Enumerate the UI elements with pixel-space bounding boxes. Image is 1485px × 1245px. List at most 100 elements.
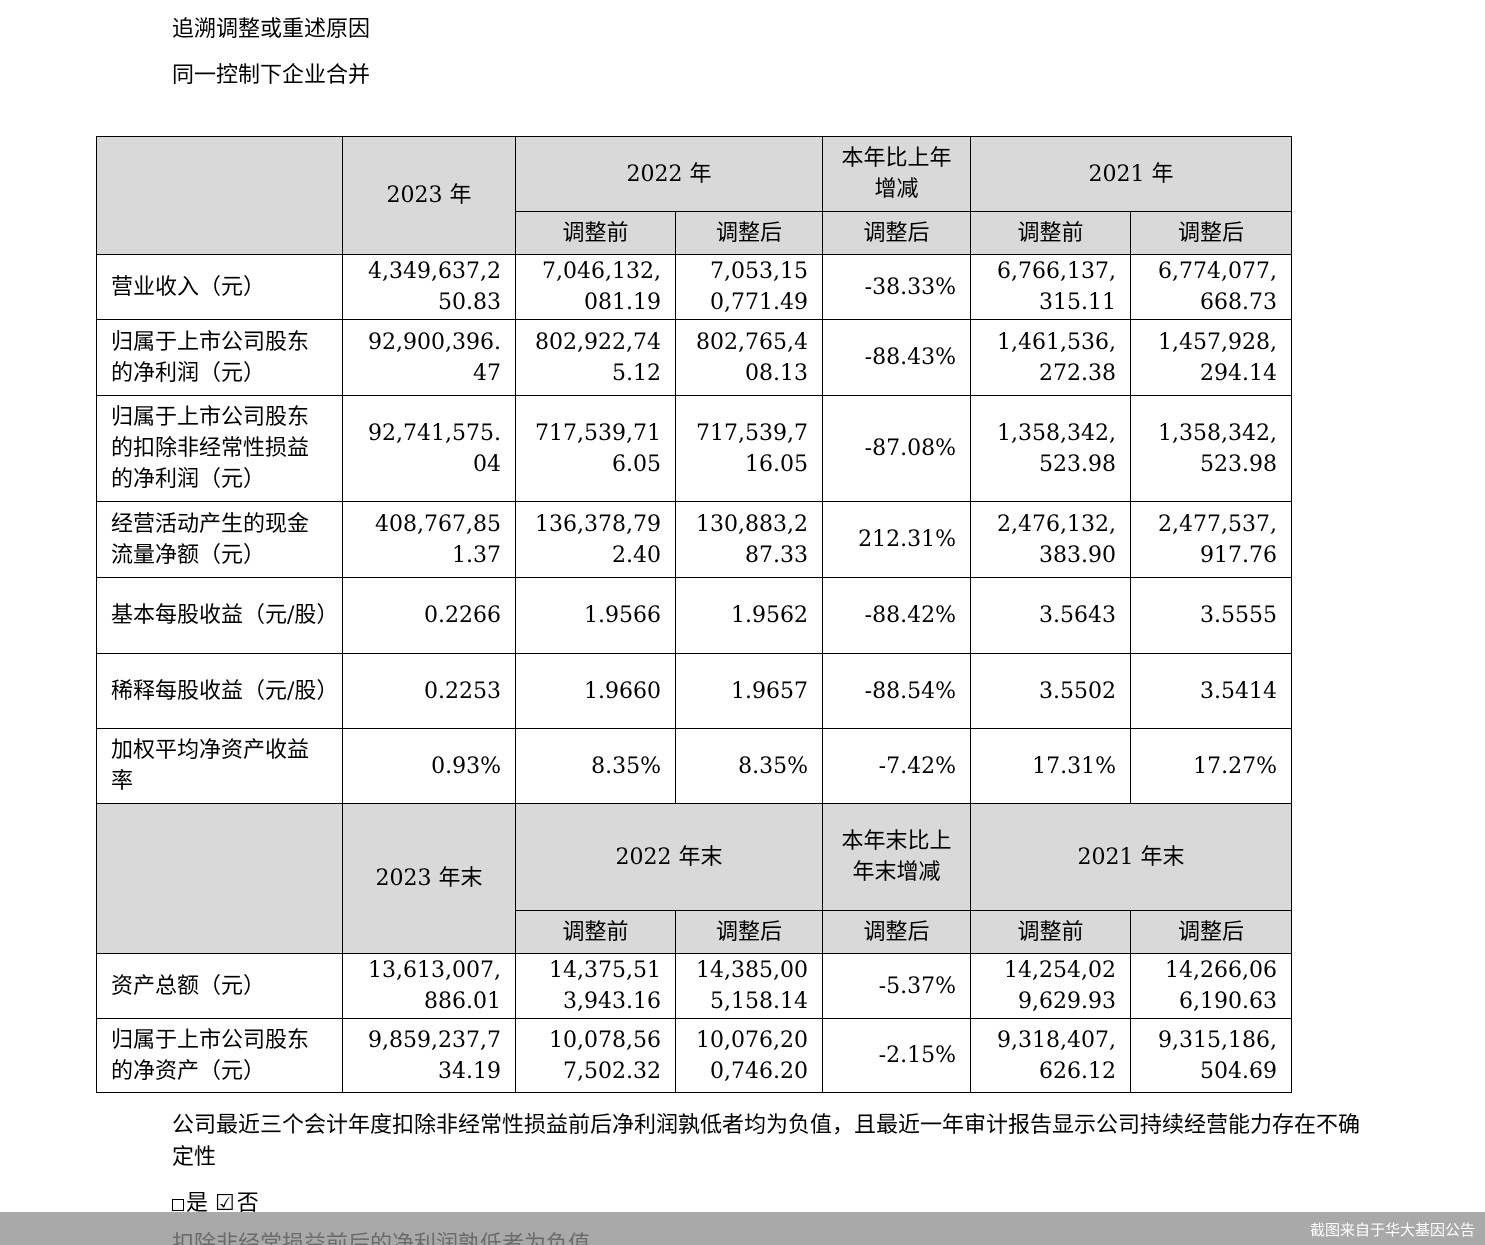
- cell-2021-after: 6,774,077,668.73: [1130, 254, 1292, 320]
- row-label: 经营活动产生的现金流量净额（元）: [96, 501, 343, 578]
- table-row: 稀释每股收益（元/股） 0.2253 1.9660 1.9657 -88.54%…: [96, 653, 1292, 729]
- cell-2021-before: 3.5502: [970, 653, 1131, 729]
- cell-2022-after: 8.35%: [675, 728, 823, 804]
- cell-2023: 0.93%: [342, 728, 516, 804]
- cell-2021-before: 6,766,137,315.11: [970, 254, 1131, 320]
- cell-change: -87.08%: [822, 395, 971, 502]
- cell-2023: 92,900,396.47: [342, 319, 516, 396]
- cell-2021-after: 2,477,537,917.76: [1130, 501, 1292, 578]
- cell-change: -38.33%: [822, 254, 971, 320]
- cell-2023: 13,613,007,886.01: [342, 953, 516, 1019]
- table-row: 经营活动产生的现金流量净额（元） 408,767,851.37 136,378,…: [96, 501, 1292, 578]
- cell-2021-after: 1,358,342,523.98: [1130, 395, 1292, 502]
- going-concern-note: 公司最近三个会计年度扣除非经常性损益前后净利润孰低者均为负值，且最近一年审计报告…: [172, 1113, 1361, 1170]
- cell-2021-after: 3.5414: [1130, 653, 1292, 729]
- row-label: 归属于上市公司股东的扣除非经常性损益的净利润（元）: [96, 395, 343, 502]
- subheader-2021-after: 调整后: [1130, 910, 1292, 954]
- subheader-2022-before: 调整前: [515, 211, 676, 255]
- yes-no-choice: 是 ☑否: [172, 1188, 259, 1220]
- row-label: 归属于上市公司股东的净利润（元）: [96, 319, 343, 396]
- cell-2021-after: 14,266,066,190.63: [1130, 953, 1292, 1019]
- cell-2023: 0.2253: [342, 653, 516, 729]
- cell-2022-after: 14,385,005,158.14: [675, 953, 823, 1019]
- cell-2023: 4,349,637,250.83: [342, 254, 516, 320]
- cell-2022-before: 8.35%: [515, 728, 676, 804]
- cell-2021-after: 1,457,928,294.14: [1130, 319, 1292, 396]
- table-row: 基本每股收益（元/股） 0.2266 1.9566 1.9562 -88.42%…: [96, 577, 1292, 654]
- row-label: 营业收入（元）: [96, 254, 343, 320]
- cell-2021-before: 14,254,029,629.93: [970, 953, 1131, 1019]
- subheader-2021-before: 调整前: [970, 211, 1131, 255]
- cell-2021-after: 3.5555: [1130, 577, 1292, 654]
- unchecked-box-icon: [172, 1199, 184, 1211]
- header-year-2022: 2022 年: [515, 136, 823, 212]
- cell-2022-after: 717,539,716.05: [675, 395, 823, 502]
- cell-2023: 0.2266: [342, 577, 516, 654]
- intro-reason-value: 同一控制下企业合并: [172, 63, 371, 88]
- cell-2022-before: 1.9566: [515, 577, 676, 654]
- cell-2022-before: 14,375,513,943.16: [515, 953, 676, 1019]
- row-label: 归属于上市公司股东的净资产（元）: [96, 1018, 343, 1093]
- subheader-2022-before: 调整前: [515, 910, 676, 954]
- cell-2022-before: 802,922,745.12: [515, 319, 676, 396]
- row-label: 稀释每股收益（元/股）: [96, 653, 343, 729]
- cell-change: -2.15%: [822, 1018, 971, 1093]
- table-row: 归属于上市公司股东的净利润（元） 92,900,396.47 802,922,7…: [96, 319, 1292, 396]
- cell-change: -5.37%: [822, 953, 971, 1019]
- row-label: 基本每股收益（元/股）: [96, 577, 343, 654]
- cell-2023: 92,741,575.04: [342, 395, 516, 502]
- cell-2021-before: 1,461,536,272.38: [970, 319, 1131, 396]
- cell-2023: 9,859,237,734.19: [342, 1018, 516, 1093]
- table-row: 营业收入（元） 4,349,637,250.83 7,046,132,081.1…: [96, 254, 1292, 320]
- cell-2022-before: 7,046,132,081.19: [515, 254, 676, 320]
- header-year-2023: 2023 年: [342, 136, 516, 255]
- table-row: 归属于上市公司股东的扣除非经常性损益的净利润（元） 92,741,575.04 …: [96, 395, 1292, 502]
- cell-2022-after: 7,053,150,771.49: [675, 254, 823, 320]
- cell-2021-after: 9,315,186,504.69: [1130, 1018, 1292, 1093]
- cell-change: -88.42%: [822, 577, 971, 654]
- table-row: 归属于上市公司股东的净资产（元） 9,859,237,734.19 10,078…: [96, 1018, 1292, 1093]
- subheader-2022-after: 调整后: [675, 910, 823, 954]
- cell-2021-before: 17.31%: [970, 728, 1131, 804]
- watermark-caption: 截图来自于华大基因公告: [1309, 1221, 1475, 1239]
- cell-change: -88.43%: [822, 319, 971, 396]
- financial-data-table: 2023 年 2022 年 本年比上年增减 2021 年 调整前 调整后 调整后…: [96, 136, 1292, 1093]
- row-label: 加权平均净资产收益率: [96, 728, 343, 804]
- header-yearend-2022: 2022 年末: [515, 803, 823, 911]
- cell-change: -88.54%: [822, 653, 971, 729]
- subheader-2021-before: 调整前: [970, 910, 1131, 954]
- checked-box-icon: ☑: [215, 1191, 235, 1216]
- cell-2021-before: 3.5643: [970, 577, 1131, 654]
- cell-2023: 408,767,851.37: [342, 501, 516, 578]
- cell-2022-before: 10,078,567,502.32: [515, 1018, 676, 1093]
- header-yoy-change: 本年比上年增减: [822, 136, 971, 212]
- watermark-bar: 扣除非经常损益前后的净利润孰低者为负值 截图来自于华大基因公告: [0, 1212, 1485, 1245]
- cell-2021-after: 17.27%: [1130, 728, 1292, 804]
- table-row: 资产总额（元） 13,613,007,886.01 14,375,513,943…: [96, 953, 1292, 1019]
- cell-2022-before: 136,378,792.40: [515, 501, 676, 578]
- next-line-text: 扣除非经常损益前后的净利润孰低者为负值: [172, 1232, 591, 1245]
- header-empty-cell: [96, 803, 343, 954]
- cell-2021-before: 9,318,407,626.12: [970, 1018, 1131, 1093]
- cell-2022-before: 1.9660: [515, 653, 676, 729]
- cell-change: 212.31%: [822, 501, 971, 578]
- cell-change: -7.42%: [822, 728, 971, 804]
- header-empty-cell: [96, 136, 343, 255]
- subheader-2021-after: 调整后: [1130, 211, 1292, 255]
- no-label: 否: [236, 1191, 259, 1216]
- cell-2022-after: 802,765,408.13: [675, 319, 823, 396]
- subheader-change-after: 调整后: [822, 910, 971, 954]
- cell-2022-after: 10,076,200,746.20: [675, 1018, 823, 1093]
- cell-2021-before: 2,476,132,383.90: [970, 501, 1131, 578]
- header-yearend-change: 本年末比上年末增减: [822, 803, 971, 911]
- cell-2021-before: 1,358,342,523.98: [970, 395, 1131, 502]
- cell-2022-before: 717,539,716.05: [515, 395, 676, 502]
- row-label: 资产总额（元）: [96, 953, 343, 1019]
- table-row: 加权平均净资产收益率 0.93% 8.35% 8.35% -7.42% 17.3…: [96, 728, 1292, 804]
- yes-label: 是: [186, 1191, 209, 1216]
- subheader-change-after: 调整后: [822, 211, 971, 255]
- cell-2022-after: 130,883,287.33: [675, 501, 823, 578]
- cell-2022-after: 1.9562: [675, 577, 823, 654]
- intro-reason-label: 追溯调整或重述原因: [172, 17, 371, 42]
- header-yearend-2023: 2023 年末: [342, 803, 516, 954]
